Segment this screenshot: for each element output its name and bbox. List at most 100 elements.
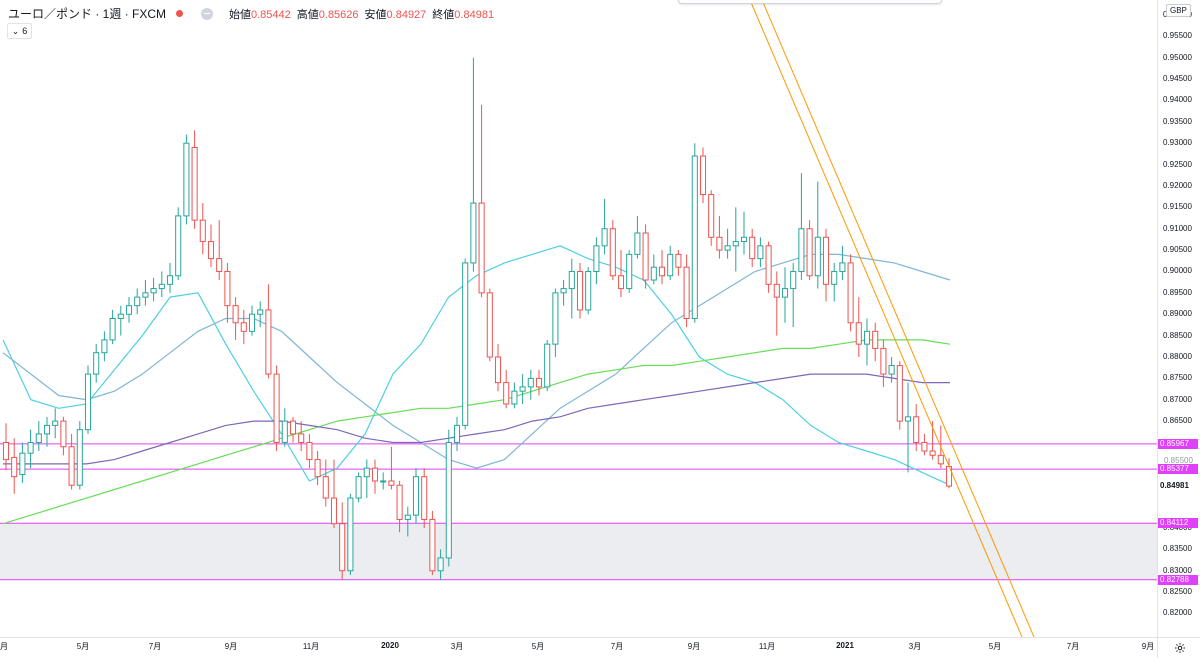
candle-body — [207, 241, 215, 260]
price-tick-label: 0.93500 — [1163, 116, 1192, 126]
candle-body — [470, 202, 477, 264]
candle-body — [68, 446, 75, 486]
candle-body — [634, 232, 641, 255]
price-tick-label: 0.89000 — [1163, 309, 1192, 319]
support-zone — [0, 523, 1157, 580]
candle-body — [552, 292, 559, 345]
time-axis[interactable] — [0, 637, 1157, 658]
status-dot-icon — [176, 10, 183, 17]
price-tick-label: 0.94500 — [1163, 74, 1192, 84]
candle-body — [322, 476, 329, 499]
candle-body — [11, 456, 18, 478]
candle-body — [134, 296, 141, 307]
candle-body — [822, 236, 830, 285]
price-tick-label: 0.95000 — [1163, 52, 1192, 62]
candle-body — [175, 215, 182, 277]
candle-body — [798, 228, 805, 272]
candle-body — [781, 288, 789, 298]
hide-icon[interactable] — [201, 7, 213, 20]
price-axis[interactable]: 0.960000.955000.950000.945000.940000.935… — [1157, 0, 1200, 637]
indicators-toggle-button[interactable]: ⌄ 6 — [7, 23, 32, 39]
low-value: 0.84927 — [386, 8, 427, 21]
price-tick-label: 0.91000 — [1163, 223, 1192, 233]
price-tick-label: 0.89500 — [1163, 287, 1192, 297]
candle-body — [289, 420, 297, 435]
candle-body — [544, 343, 551, 388]
candle-body — [617, 275, 625, 290]
candle-body — [216, 258, 223, 272]
time-tick-label: 11月 — [302, 642, 320, 651]
time-tick-label: 7月 — [610, 642, 624, 651]
candle-body — [716, 236, 723, 251]
candle-body — [52, 420, 59, 426]
candle-body — [535, 377, 543, 388]
candle-body — [142, 292, 149, 298]
high-label: 高値 — [296, 8, 319, 21]
candle-body — [93, 352, 100, 375]
moving-average-ma_purple — [3, 373, 950, 465]
time-tick-label: 5月 — [531, 642, 545, 651]
candle-body — [593, 245, 600, 272]
time-tick-label: 11月 — [758, 642, 776, 651]
time-tick-label: 9月 — [687, 642, 701, 651]
candle-body — [732, 241, 739, 247]
price-tick-label: 0.86500 — [1163, 416, 1192, 426]
price-level-tag: 0.84981 — [1158, 481, 1198, 492]
candle-body — [527, 377, 534, 388]
candle-body — [330, 497, 338, 525]
price-tick-label: 0.87500 — [1163, 373, 1192, 383]
candle-body — [790, 270, 797, 290]
candle-body — [626, 253, 633, 290]
candle-body — [412, 476, 420, 516]
candle-body — [2, 441, 10, 461]
chart-plot-area[interactable] — [0, 0, 1157, 637]
candle-body — [863, 330, 871, 345]
price-tick-label: 0.90500 — [1163, 245, 1192, 255]
candle-body — [453, 424, 461, 443]
candle-body — [831, 270, 838, 285]
price-tick-label: 0.93000 — [1163, 138, 1192, 148]
candle-body — [339, 523, 346, 572]
price-tick-label: 0.82000 — [1163, 608, 1192, 618]
currency-label[interactable]: GBP — [1166, 4, 1191, 17]
chevron-down-icon: ⌄ — [11, 25, 20, 36]
indicator-count: 6 — [22, 26, 28, 36]
candle-body — [749, 236, 756, 260]
candle-body — [675, 253, 682, 268]
price-level-tag: 0.82788 — [1158, 574, 1198, 585]
candle-body — [306, 441, 313, 461]
symbol-title[interactable]: ユーロ／ポンド · 1週 · FXCM — [8, 7, 166, 21]
price-tick-label: 0.88000 — [1163, 351, 1192, 361]
candle-body — [281, 420, 288, 443]
price-tick-label: 0.94000 — [1163, 95, 1192, 105]
settings-gear-icon[interactable] — [1157, 637, 1200, 658]
time-tick-label: 2021 — [836, 641, 854, 650]
time-tick-label: 9月 — [1141, 642, 1155, 651]
candle-body — [363, 467, 370, 478]
candle-body — [937, 454, 944, 465]
candle-body — [117, 313, 124, 319]
candle-body — [314, 459, 321, 478]
close-label: 終値 — [432, 8, 455, 21]
candle-body — [445, 441, 452, 559]
open-value: 0.85442 — [251, 8, 291, 21]
candle-body — [404, 514, 411, 520]
candle-body — [265, 309, 272, 375]
candle-body — [658, 266, 666, 277]
ohlc-values: 始値0.85442 高値0.85626 安値0.84927 終値0.84981 — [229, 6, 494, 22]
candle-body — [576, 270, 584, 311]
candle-body — [650, 266, 657, 281]
price-tick-label: 0.87000 — [1163, 394, 1192, 404]
candle-body — [904, 416, 912, 422]
symbol-legend: ユーロ／ポンド · 1週 · FXCM 始値0.85442 高値0.85626 … — [8, 5, 494, 22]
candle-body — [166, 275, 174, 285]
candle-body — [929, 450, 936, 456]
time-tick-label: 3月 — [450, 642, 464, 651]
candle-body — [642, 232, 649, 281]
price-tick-label: 0.92000 — [1163, 180, 1192, 190]
candle-body — [371, 467, 379, 482]
price-level-tag: 0.85377 — [1158, 464, 1198, 475]
trendline-upper — [749, 0, 1023, 637]
candle-body — [199, 219, 206, 243]
time-tick-label: 2020 — [381, 641, 399, 650]
